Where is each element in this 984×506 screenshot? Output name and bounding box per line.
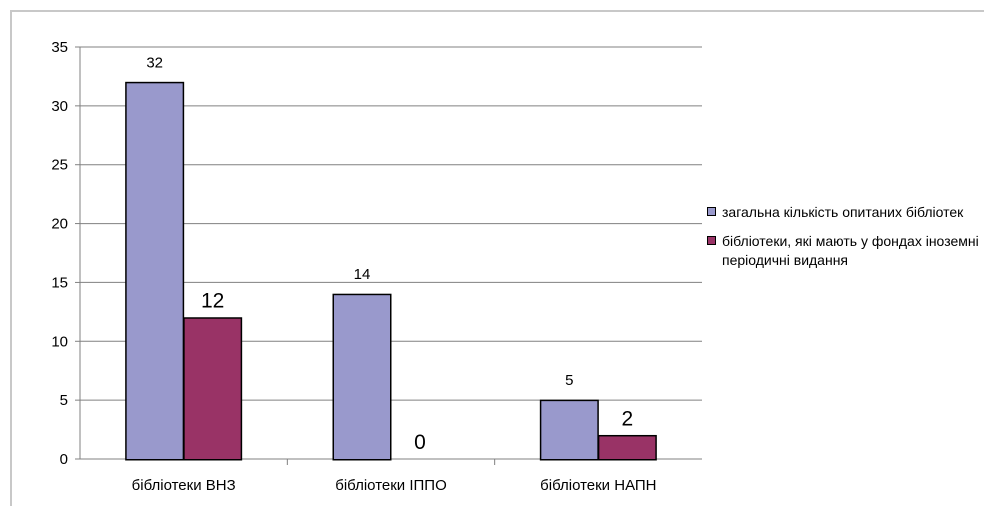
legend-swatch-total bbox=[707, 207, 716, 216]
y-tick-label: 30 bbox=[51, 98, 68, 115]
y-tick-label: 5 bbox=[60, 392, 68, 409]
legend-item-total: загальна кількість опитаних бібліотек bbox=[706, 203, 984, 222]
data-label: 12 bbox=[201, 290, 224, 313]
y-tick-label: 0 bbox=[60, 451, 68, 468]
legend-swatch-foreign bbox=[707, 236, 716, 245]
data-labels: 32 12 14 0 5 2 bbox=[146, 54, 633, 454]
legend-label-total: загальна кількість опитаних бібліотек bbox=[722, 204, 964, 220]
legend: загальна кількість опитаних бібліотек бі… bbox=[706, 203, 984, 280]
y-tick-label: 20 bbox=[51, 216, 68, 233]
chart-frame bbox=[10, 10, 984, 506]
data-label: 2 bbox=[621, 407, 633, 430]
bar bbox=[334, 295, 390, 459]
category-label: бібліотеки НАПН bbox=[540, 477, 656, 494]
category-label: бібліотеки ВНЗ bbox=[132, 477, 236, 494]
data-label: 0 bbox=[414, 431, 426, 454]
category-label: бібліотеки ІППО bbox=[335, 477, 447, 494]
y-tick-label: 10 bbox=[51, 333, 68, 350]
data-label: 32 bbox=[146, 54, 163, 71]
legend-label-foreign: бібліотеки, які мають у фондах іноземні … bbox=[722, 233, 979, 268]
bar bbox=[184, 318, 241, 459]
y-tick-label: 25 bbox=[51, 157, 68, 174]
bar bbox=[126, 83, 183, 460]
legend-item-foreign: бібліотеки, які мають у фондах іноземні … bbox=[706, 232, 984, 270]
bar bbox=[599, 436, 656, 459]
y-tick-label: 35 bbox=[51, 39, 68, 56]
data-label: 5 bbox=[565, 372, 573, 389]
y-tick-label: 15 bbox=[51, 274, 68, 291]
bars bbox=[125, 81, 657, 461]
data-label: 14 bbox=[354, 266, 371, 283]
bar bbox=[541, 401, 598, 459]
